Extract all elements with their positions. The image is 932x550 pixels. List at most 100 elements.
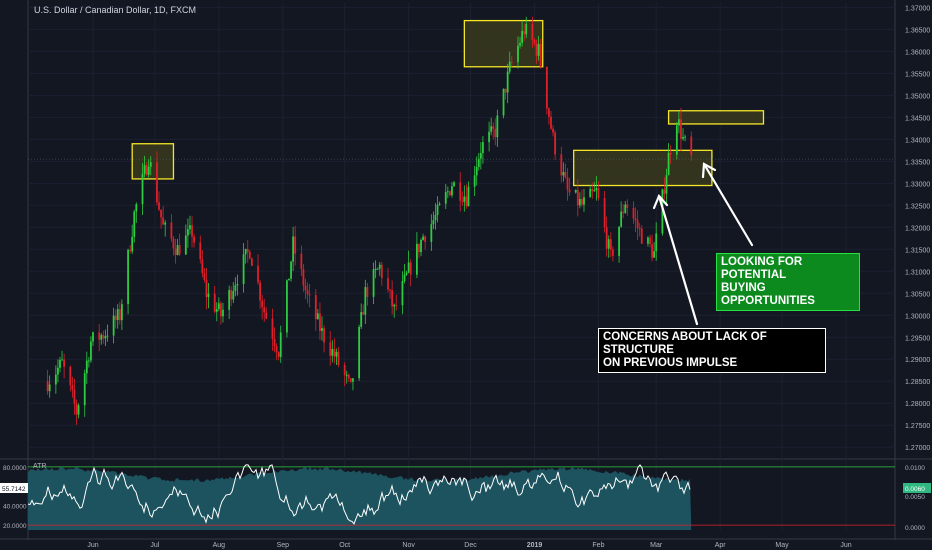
candle-body: [446, 191, 449, 193]
price-tick-label: 1.33500: [905, 159, 930, 166]
candle: [286, 279, 288, 338]
indicator-tick-label: 40.0000: [3, 504, 27, 511]
buying-annotation-line2: BUYING OPPORTUNITIES: [721, 282, 815, 307]
candle-body: [663, 189, 666, 194]
candle: [424, 235, 427, 250]
candle-body: [591, 188, 594, 192]
candle-body: [162, 217, 165, 225]
candle-body: [607, 239, 610, 249]
candle: [576, 179, 579, 217]
candle-body: [583, 197, 585, 205]
candle: [665, 168, 668, 204]
candle-body: [230, 290, 233, 300]
candle-body: [539, 43, 542, 67]
indicator-value: 55.7142: [2, 486, 26, 493]
candle-body: [164, 222, 167, 225]
candle-body: [360, 312, 363, 327]
candle: [523, 23, 526, 42]
candle-body: [434, 215, 437, 221]
candle: [418, 243, 420, 258]
indicator-right-tick-label: 0.0000: [905, 525, 925, 532]
candle-body: [158, 202, 160, 210]
candle: [170, 214, 173, 242]
candle: [54, 365, 57, 394]
candle-body: [554, 132, 557, 155]
candle-body: [90, 341, 92, 361]
candle: [581, 189, 583, 207]
candle-body: [102, 335, 105, 339]
candle: [164, 220, 167, 237]
candle: [275, 343, 278, 360]
candle-body: [682, 136, 684, 139]
candle: [459, 172, 462, 212]
candle-body: [415, 243, 418, 275]
candle-body: [564, 172, 567, 178]
candle: [205, 267, 208, 310]
candle-body: [87, 360, 90, 362]
candle: [461, 191, 464, 206]
candle: [335, 348, 338, 366]
candle-body: [535, 43, 538, 56]
candle-body: [651, 244, 653, 258]
price-tick-label: 1.33000: [905, 181, 930, 188]
candle: [199, 235, 202, 264]
candle: [189, 215, 191, 235]
candle-body: [593, 190, 596, 192]
candle-body: [189, 225, 191, 230]
candle: [376, 267, 379, 270]
candle: [279, 325, 282, 363]
candle: [127, 248, 129, 315]
candle-body: [248, 251, 251, 259]
candle-body: [63, 359, 66, 367]
candle: [118, 301, 121, 325]
candle: [510, 56, 513, 67]
candle-body: [661, 189, 664, 234]
candle-body: [77, 405, 80, 415]
price-tick-label: 1.29500: [905, 335, 930, 342]
candle: [174, 239, 177, 264]
candle-body: [127, 249, 129, 305]
candle-body: [314, 295, 317, 320]
structure-annotation-line2: ON PREVIOUS IMPULSE: [603, 357, 738, 369]
candle: [415, 232, 418, 279]
candle-body: [292, 236, 295, 262]
candle: [401, 271, 404, 315]
price-tick-label: 1.36500: [905, 27, 930, 34]
candle: [304, 278, 307, 300]
candle: [302, 264, 305, 292]
candle: [634, 207, 637, 233]
candle: [147, 159, 150, 178]
candle-body: [508, 61, 511, 72]
candle-body: [655, 233, 658, 252]
candle: [649, 234, 651, 248]
candle: [236, 274, 239, 296]
candle-body: [640, 228, 643, 244]
candle-body: [479, 153, 482, 159]
candle-body: [141, 173, 144, 205]
candle-body: [217, 303, 220, 310]
candle: [449, 190, 451, 197]
candle: [87, 357, 90, 368]
candle-body: [352, 378, 354, 382]
candle: [178, 233, 181, 257]
time-tick-label: Sep: [277, 542, 290, 549]
candle-body: [634, 218, 637, 221]
candle: [222, 302, 224, 323]
candle: [496, 109, 499, 148]
candle: [434, 203, 437, 230]
candle: [308, 283, 311, 308]
candle: [533, 37, 536, 47]
candle: [525, 16, 528, 39]
candle-body: [316, 313, 319, 320]
time-tick-label: Feb: [592, 542, 604, 549]
time-tick-label: Jun: [87, 542, 98, 549]
candle-body: [568, 189, 571, 193]
price-tick-label: 1.27000: [905, 445, 930, 452]
candle: [531, 16, 534, 48]
price-tick-label: 1.34500: [905, 115, 930, 122]
indicator-right-value: 0.0060: [905, 486, 925, 493]
candle: [331, 340, 334, 363]
candle-body: [647, 237, 649, 244]
indicator-tick-label: 20.0000: [3, 523, 27, 530]
